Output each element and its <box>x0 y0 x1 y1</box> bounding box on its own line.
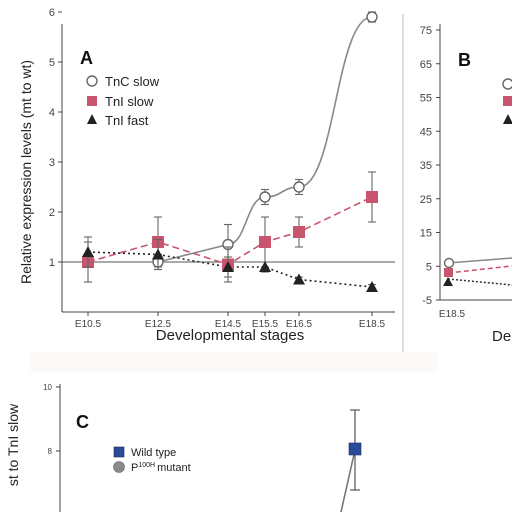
legend-c-mutant-marker <box>113 461 125 473</box>
x-tick-label-E10.5: E10.5 <box>75 319 102 330</box>
legend-c-mutant: P100H mutant <box>131 462 191 474</box>
x-tick-label-E14.5: E14.5 <box>215 319 242 330</box>
legend-b-tni-slow-marker <box>503 96 512 106</box>
b-y-tick-label-65: 65 <box>420 59 432 71</box>
panel-b-x-tick: E18.5 <box>439 309 466 320</box>
point-2-1 <box>152 248 164 260</box>
legend-a-tnc-slow: TnC slow <box>105 74 160 89</box>
panel-c-y-tick-10: 10 <box>43 383 52 392</box>
panel-a-marks <box>82 11 378 292</box>
b-y-tick-label-15: 15 <box>420 228 432 240</box>
panel-a-legend: TnC slow TnI slow TnI fast <box>86 74 160 128</box>
y-tick-label-2: 2 <box>49 207 55 219</box>
legend-b-tnc-slow-marker <box>502 78 512 90</box>
point-2-0 <box>82 246 94 257</box>
point-0-3 <box>293 181 305 193</box>
legend-a-tni-slow-marker <box>87 96 97 106</box>
point-1-3 <box>259 236 271 248</box>
panel-b-point-tnc-slow <box>443 257 455 269</box>
y-tick-label-5: 5 <box>49 57 55 69</box>
panel-b-letter: B <box>458 50 471 70</box>
panel-b-x-label: De <box>492 328 511 345</box>
point-2-2 <box>222 261 234 272</box>
b-y-tick-label-75: 75 <box>420 25 432 37</box>
panel-divider <box>30 352 438 372</box>
x-tick-label-E12.5: E12.5 <box>145 319 172 330</box>
series-line-0 <box>157 16 373 263</box>
panel-a-y-label: Relative expression levels (mt to wt) <box>18 60 34 284</box>
y-tick-label-3: 3 <box>49 157 55 169</box>
panel-a-series-lines <box>87 16 373 288</box>
b-y-tick-label--5: -5 <box>422 295 432 307</box>
b-y-tick-label-25: 25 <box>420 194 432 206</box>
legend-c-wild-type-marker <box>113 446 125 458</box>
b-y-tick-label-5: 5 <box>426 261 432 273</box>
panel-c-wild-type-point <box>348 442 362 456</box>
point-1-5 <box>366 191 378 203</box>
b-y-tick-label-55: 55 <box>420 93 432 105</box>
x-tick-label-E15.5: E15.5 <box>252 319 279 330</box>
legend-a-tni-fast-marker <box>87 114 97 124</box>
point-1-4 <box>293 226 305 238</box>
panel-a-x-label: Developmental stages <box>156 327 304 344</box>
panel-b-tnc-line <box>447 257 512 264</box>
point-2-5 <box>366 281 378 292</box>
x-tick-label-E18.5: E18.5 <box>359 319 386 330</box>
point-2-3 <box>259 261 271 272</box>
x-tick-label-E16.5: E16.5 <box>286 319 313 330</box>
panel-b: B -5 5 15 25 35 45 55 65 75 E18.5 De <box>402 14 512 362</box>
legend-a-tnc-slow-marker <box>86 75 98 87</box>
panel-a-letter: A <box>80 48 93 68</box>
point-2-4 <box>293 273 305 285</box>
panel-b-point-tni-slow <box>444 268 453 277</box>
legend-b-tni-fast-marker <box>503 114 512 124</box>
point-0-2 <box>259 191 271 203</box>
b-y-tick-label-35: 35 <box>420 160 432 172</box>
panel-b-y-ticks: -5 5 15 25 35 45 55 65 75 <box>420 25 440 307</box>
legend-c-wild-type: Wild type <box>131 447 176 459</box>
y-tick-label-4: 4 <box>49 107 55 119</box>
panel-c-wild-type-line <box>340 449 356 512</box>
point-0-4 <box>366 11 378 23</box>
series-line-2 <box>87 251 373 288</box>
panel-b-point-tni-fast <box>443 277 453 286</box>
b-y-tick-label-45: 45 <box>420 126 432 138</box>
panel-a-x-ticks: E10.5 E12.5 E14.5 E15.5 E16.5 E18.5 <box>75 312 386 330</box>
panel-a-y-ticks: 1 2 3 4 5 6 <box>49 7 62 269</box>
series-line-1 <box>87 196 373 266</box>
panel-c-letter: C <box>76 412 89 432</box>
panel-c-y-tick-8: 8 <box>48 447 53 456</box>
panel-b-tni-fast-line <box>447 278 512 286</box>
legend-a-tni-fast: TnI fast <box>105 113 149 128</box>
y-tick-label-1: 1 <box>49 257 55 269</box>
panel-b-tni-slow-line <box>447 265 512 274</box>
panel-c: 10 8 st to TnI slow C Wild type P100H mut… <box>5 383 362 512</box>
panel-c-y-label: st to TnI slow <box>5 403 21 486</box>
legend-a-tni-slow: TnI slow <box>105 94 154 109</box>
y-tick-label-6: 6 <box>49 7 55 19</box>
